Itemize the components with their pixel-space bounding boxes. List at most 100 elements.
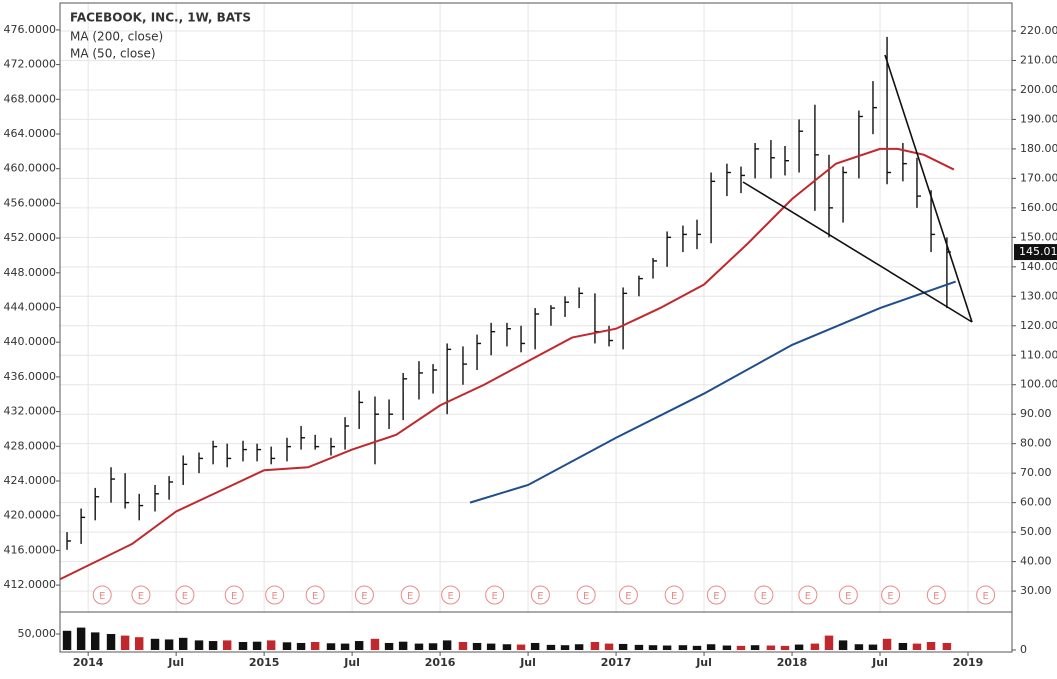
earnings-label: E [805, 591, 811, 602]
earnings-label: E [407, 591, 413, 602]
volume-bar [106, 634, 116, 650]
earnings-marker [224, 585, 244, 605]
volume-bar [134, 637, 144, 650]
earnings-label: E [272, 591, 278, 602]
volume-bar [810, 643, 820, 650]
y-tick-label: 100.00 [1020, 378, 1057, 391]
earnings-label: E [982, 591, 988, 602]
volume-bar [634, 644, 644, 650]
y2-tick-label: 412.0000 [4, 578, 57, 591]
volume-tick-label: 50,000 [18, 627, 57, 640]
y-tick-label: 200.00 [1020, 83, 1057, 96]
volume-bar [706, 644, 716, 650]
volume-bar [942, 642, 952, 650]
y2-tick-label: 448.0000 [4, 266, 57, 279]
volume-bar [414, 643, 424, 650]
y-tick-label: 220.00 [1020, 24, 1057, 37]
volume-bar [398, 641, 408, 650]
y-tick-label: 70.00 [1020, 466, 1052, 479]
volume-bar [326, 643, 336, 650]
earnings-marker [576, 585, 596, 605]
volume-bar [750, 645, 760, 650]
volume-bar [76, 627, 86, 650]
y2-tick-label: 452.0000 [4, 231, 57, 244]
y-tick-label: 130.00 [1020, 289, 1057, 302]
x-tick-label: 2018 [777, 656, 808, 669]
volume-bar [574, 644, 584, 650]
y-tick-label: 50.00 [1020, 525, 1052, 538]
volume-bar [282, 642, 292, 650]
volume-bar [618, 643, 628, 650]
earnings-label: E [583, 591, 589, 602]
volume-bar [252, 641, 262, 650]
y2-tick-label: 424.0000 [4, 474, 57, 487]
x-tick-label: Jul [167, 656, 184, 669]
earnings-marker [131, 585, 151, 605]
volume-bar [62, 630, 72, 650]
earnings-marker [706, 585, 726, 605]
earnings-marker [354, 585, 374, 605]
y-tick-label: 160.00 [1020, 201, 1057, 214]
earnings-marker [838, 585, 858, 605]
volume-bar [560, 645, 570, 650]
volume-bar [310, 642, 320, 650]
y-tick-label: 80.00 [1020, 437, 1052, 450]
volume-bar [222, 640, 232, 650]
y2-tick-label: 436.0000 [4, 370, 57, 383]
volume-bar [150, 638, 160, 650]
volume-bar [428, 643, 438, 650]
y-tick-label: 40.00 [1020, 555, 1052, 568]
volume-bar [590, 642, 600, 650]
y2-tick-label: 432.0000 [4, 405, 57, 418]
volume-bar [838, 640, 848, 650]
volume-bar [266, 640, 276, 650]
volume-bar [722, 645, 732, 650]
earnings-label: E [491, 591, 497, 602]
volume-bar [472, 642, 482, 650]
volume-bar [824, 635, 834, 650]
earnings-label: E [537, 591, 543, 602]
volume-bar [662, 645, 672, 650]
volume-bar [238, 642, 248, 650]
volume-bar [766, 645, 776, 650]
earnings-marker [926, 585, 946, 605]
volume-bar [120, 635, 130, 650]
volume-bar [178, 637, 188, 650]
earnings-label: E [713, 591, 719, 602]
volume-tick-label: 0 [1020, 643, 1027, 656]
volume-bar [442, 640, 452, 650]
volume-bar [546, 644, 556, 650]
y2-tick-label: 420.0000 [4, 509, 57, 522]
volume-bar [340, 643, 350, 650]
last-price-box [1014, 244, 1057, 261]
earnings-label: E [231, 591, 237, 602]
earnings-marker [664, 585, 684, 605]
y2-tick-label: 440.0000 [4, 335, 57, 348]
earnings-marker [530, 585, 550, 605]
marks [59, 36, 957, 650]
x-tick-label: Jul [343, 656, 360, 669]
y2-tick-label: 476.0000 [4, 23, 57, 36]
volume-bar [692, 645, 702, 650]
earnings-marker [485, 585, 505, 605]
earnings-label: E [761, 591, 767, 602]
last-price-label: 145.01 [1019, 245, 1057, 258]
y-tick-label: 190.00 [1020, 112, 1057, 125]
volume-bar [486, 643, 496, 650]
earnings-label: E [447, 591, 453, 602]
volume-bar [604, 643, 614, 650]
legend-entry: MA (200, close) [70, 30, 163, 44]
y2-tick-label: 468.0000 [4, 92, 57, 105]
earnings-marker [754, 585, 774, 605]
volume-bar [736, 645, 746, 650]
x-tick-label: Jul [871, 656, 888, 669]
moving-average [469, 280, 957, 504]
y-tick-label: 90.00 [1020, 407, 1052, 420]
y-tick-label: 110.00 [1020, 348, 1057, 361]
y-tick-label: 210.00 [1020, 53, 1057, 66]
volume-bar [370, 638, 380, 650]
volume-bar [502, 644, 512, 650]
y-tick-label: 170.00 [1020, 171, 1057, 184]
earnings-label: E [312, 591, 318, 602]
